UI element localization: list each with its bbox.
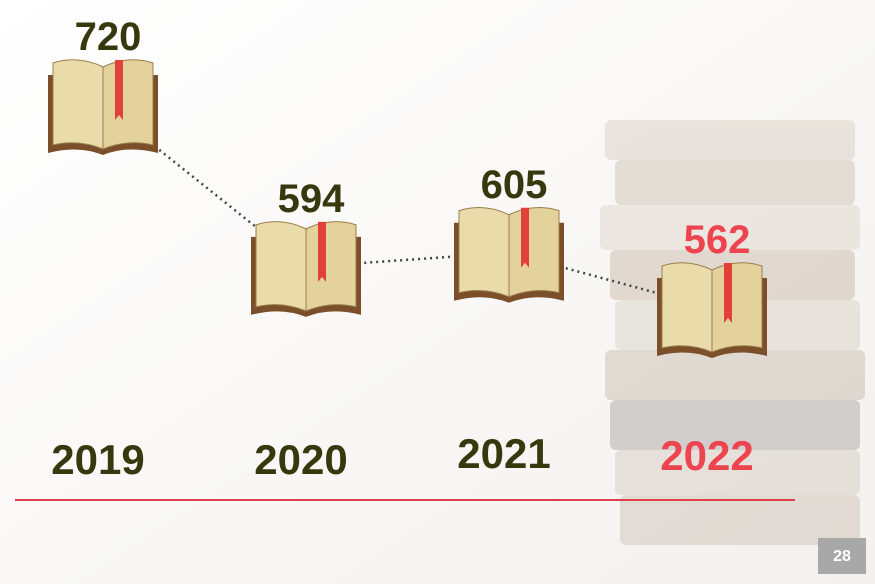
page-number-box <box>818 538 866 574</box>
bookmark <box>318 221 326 282</box>
x-tick-label: 2019 <box>51 436 144 483</box>
book-page-right <box>711 262 763 353</box>
book-page-left <box>52 59 104 150</box>
bookmark <box>724 263 732 323</box>
book-page-right <box>305 221 357 312</box>
x-tick-label: 2021 <box>457 430 550 477</box>
book-marker <box>454 207 564 303</box>
x-tick-label: 2022 <box>660 432 753 479</box>
book-marker <box>251 221 361 317</box>
line <box>102 104 713 310</box>
bookmark <box>115 60 123 120</box>
book-page-left <box>661 262 713 353</box>
value-label: 720 <box>75 15 142 59</box>
value-label: 562 <box>684 218 751 262</box>
book-marker <box>657 262 767 358</box>
book-page-left <box>458 207 510 298</box>
book-page-left <box>255 221 307 312</box>
value-label: 594 <box>278 177 345 221</box>
page-number: 28 <box>833 548 851 565</box>
x-tick-label: 2020 <box>254 436 347 483</box>
book-page-right <box>102 59 154 150</box>
value-label: 605 <box>481 163 548 207</box>
book-page-right <box>508 207 560 298</box>
bookmark <box>521 207 529 268</box>
book-marker <box>48 59 158 155</box>
